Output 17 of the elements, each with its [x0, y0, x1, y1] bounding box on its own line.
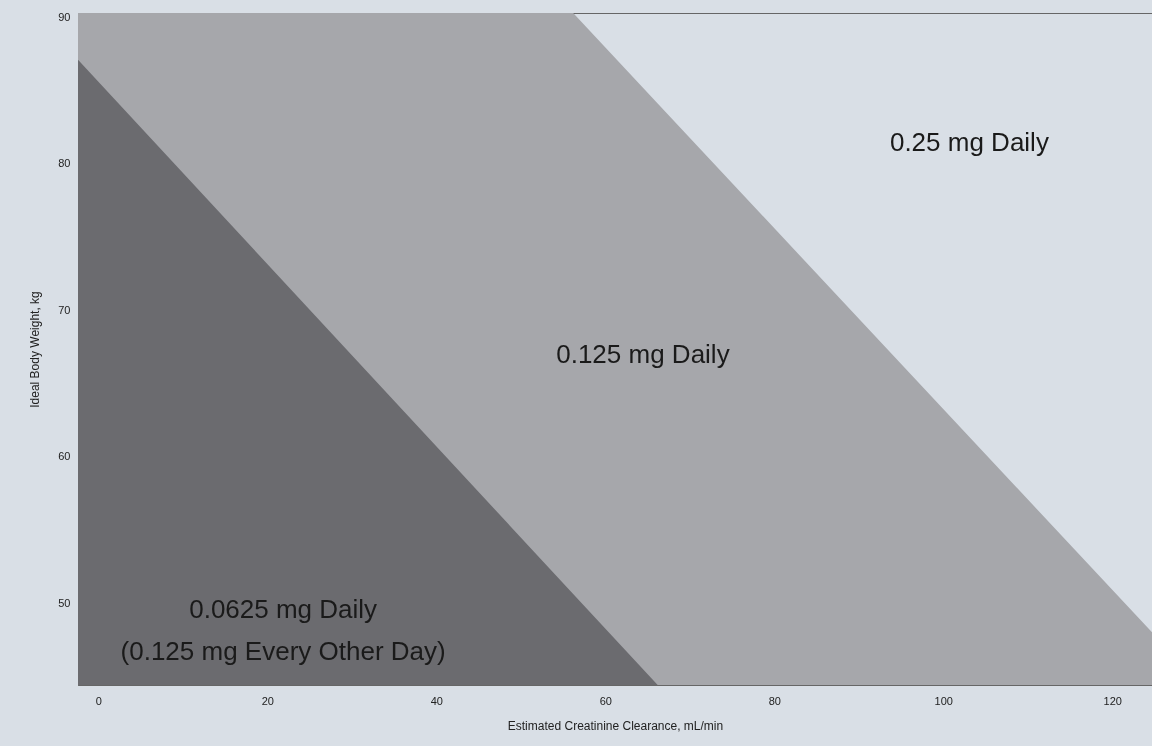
annotation: 0.25 mg Daily [889, 126, 1049, 157]
annotation: 0.125 mg Daily [556, 339, 730, 370]
y-tick-label: 70 [58, 303, 71, 316]
y-tick-label: 80 [58, 157, 71, 170]
y-tick-label: 50 [58, 596, 71, 609]
x-tick-label: 120 [1103, 694, 1122, 707]
x-axis-title: Estimated Creatinine Clearance, mL/min [507, 718, 724, 733]
x-tick-label: 100 [934, 694, 953, 707]
annotation: 0.0625 mg Daily (0.125 mg Every Other Day) [120, 593, 446, 666]
x-tick-label: 80 [768, 694, 781, 707]
y-tick-label: 60 [58, 450, 71, 463]
y-axis-title: Ideal Body Weight, kg [28, 291, 43, 408]
x-tick-label: 20 [261, 694, 274, 707]
x-tick-label: 0 [95, 694, 102, 707]
x-tick-label: 60 [599, 694, 612, 707]
y-tick-label: 90 [58, 10, 71, 23]
x-tick-label: 40 [430, 694, 443, 707]
